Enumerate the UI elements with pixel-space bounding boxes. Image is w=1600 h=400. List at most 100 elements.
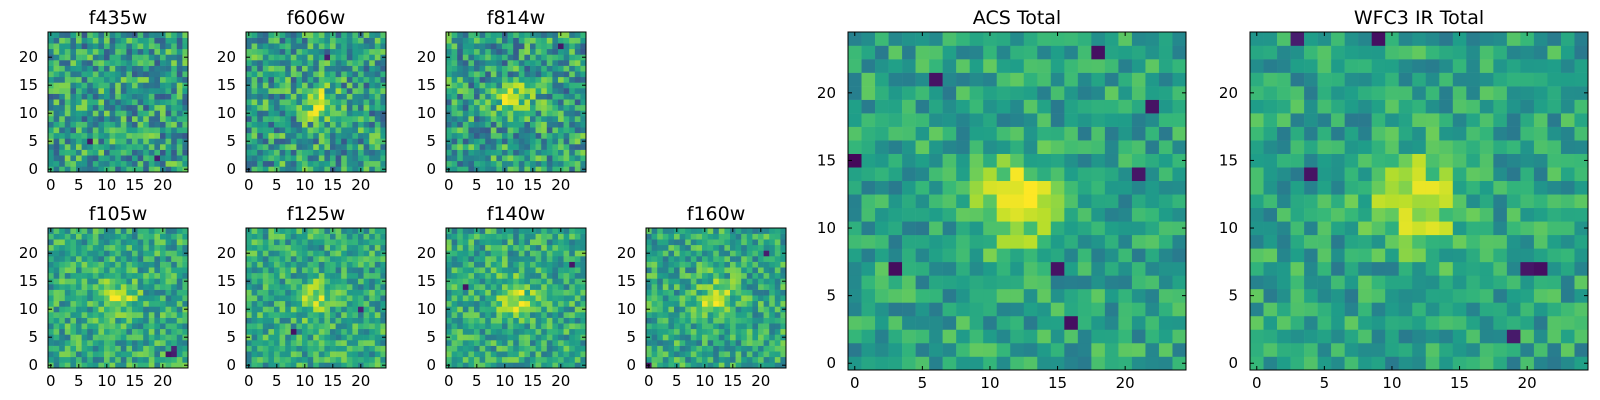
heatmap-cell	[446, 323, 452, 330]
heatmap-cell	[479, 93, 486, 100]
heatmap-cell	[996, 167, 1011, 182]
heatmap-cell	[171, 362, 178, 369]
heatmap-cell	[132, 65, 138, 72]
heatmap-cell	[457, 306, 464, 313]
heatmap-cell	[468, 166, 475, 173]
heatmap-cell	[657, 295, 664, 302]
heatmap-cell	[132, 121, 138, 128]
heatmap-cell	[451, 116, 458, 122]
heatmap-cell	[154, 160, 161, 167]
heatmap-cell	[318, 76, 325, 83]
heatmap-cell	[302, 76, 308, 83]
heatmap-cell	[251, 351, 258, 358]
heatmap-cell	[137, 356, 144, 363]
heatmap-cell	[969, 194, 984, 209]
heatmap-cell	[502, 233, 508, 240]
heatmap-cell	[713, 312, 720, 318]
heatmap-cell	[59, 99, 66, 106]
heatmap-cell	[148, 166, 155, 173]
heatmap-cell	[513, 43, 520, 50]
heatmap-cell	[718, 328, 725, 335]
heatmap-cell	[502, 256, 508, 262]
heatmap-cell	[92, 295, 99, 302]
heatmap-cell	[662, 289, 669, 296]
heatmap-cell	[70, 261, 77, 268]
heatmap-cell	[915, 194, 930, 209]
heatmap-cell	[524, 289, 531, 296]
heatmap-cell	[657, 228, 664, 234]
heatmap-cell	[262, 160, 269, 167]
heatmap-cell	[574, 306, 581, 313]
heatmap-cell	[324, 244, 331, 251]
heatmap-cell	[451, 356, 458, 363]
heatmap-cell	[363, 88, 370, 94]
heatmap-cell	[352, 328, 359, 335]
heatmap-cell	[552, 239, 559, 246]
heatmap-cell	[358, 340, 364, 346]
heatmap-cell	[524, 127, 531, 134]
heatmap-cell	[268, 272, 275, 279]
heatmap-cell	[1064, 180, 1079, 195]
heatmap-cell	[774, 267, 781, 274]
heatmap-cell	[154, 48, 161, 55]
heatmap-cell	[956, 194, 970, 209]
heatmap-cell	[257, 82, 264, 89]
heatmap-cell	[774, 228, 781, 234]
heatmap-cell	[262, 278, 269, 285]
heatmap-cell	[490, 149, 497, 156]
heatmap-cell	[148, 351, 155, 358]
heatmap-cell	[474, 43, 480, 50]
heatmap-cell	[369, 116, 376, 122]
heatmap-cell	[741, 340, 748, 346]
heatmap-cell	[246, 289, 252, 296]
x-tick-label: 5	[272, 176, 282, 194]
heatmap-cell	[369, 32, 376, 38]
heatmap-cell	[171, 65, 178, 72]
heatmap-cell	[160, 351, 166, 358]
heatmap-cell	[92, 76, 99, 83]
heatmap-cell	[518, 166, 525, 173]
heatmap-cell	[48, 155, 54, 162]
heatmap-cell	[696, 328, 703, 335]
heatmap-cell	[479, 48, 486, 55]
heatmap-cell	[251, 76, 258, 83]
heatmap-cell	[479, 334, 486, 341]
heatmap-cell	[324, 312, 331, 318]
heatmap-cell	[724, 261, 731, 268]
heatmap-cell	[380, 300, 387, 307]
panel-title: f125w	[287, 203, 346, 225]
heatmap-cell	[446, 104, 452, 111]
heatmap-cell	[148, 132, 155, 139]
heatmap-cell	[546, 149, 553, 156]
heatmap-cell	[552, 261, 559, 268]
heatmap-cell	[956, 302, 970, 317]
heatmap-cell	[59, 239, 66, 246]
heatmap-cell	[335, 351, 342, 358]
heatmap-cell	[246, 261, 252, 268]
heatmap-cell	[274, 306, 280, 313]
heatmap-cell	[646, 312, 652, 318]
heatmap-cell	[558, 239, 564, 246]
heatmap-cell	[524, 278, 531, 285]
heatmap-cell	[902, 207, 916, 222]
heatmap-cell	[524, 32, 531, 38]
heatmap-cell	[352, 155, 359, 162]
heatmap-cell	[335, 356, 342, 363]
heatmap-cell	[313, 43, 320, 50]
heatmap-cell	[1077, 221, 1092, 236]
heatmap-cell	[98, 82, 105, 89]
heatmap-cell	[574, 267, 581, 274]
heatmap-cell	[363, 149, 370, 156]
heatmap-cell	[285, 272, 292, 279]
heatmap-cell	[307, 340, 314, 346]
heatmap-cell	[120, 116, 127, 122]
heatmap-cell	[546, 323, 553, 330]
heatmap-cell	[530, 289, 536, 296]
axes-frame	[47, 227, 189, 369]
heatmap-cell	[324, 37, 331, 44]
heatmap-cell	[730, 239, 736, 246]
heatmap-cell	[657, 340, 664, 346]
heatmap-cell	[518, 323, 525, 330]
heatmap-cell	[535, 76, 542, 83]
heatmap-cell	[1158, 234, 1173, 249]
